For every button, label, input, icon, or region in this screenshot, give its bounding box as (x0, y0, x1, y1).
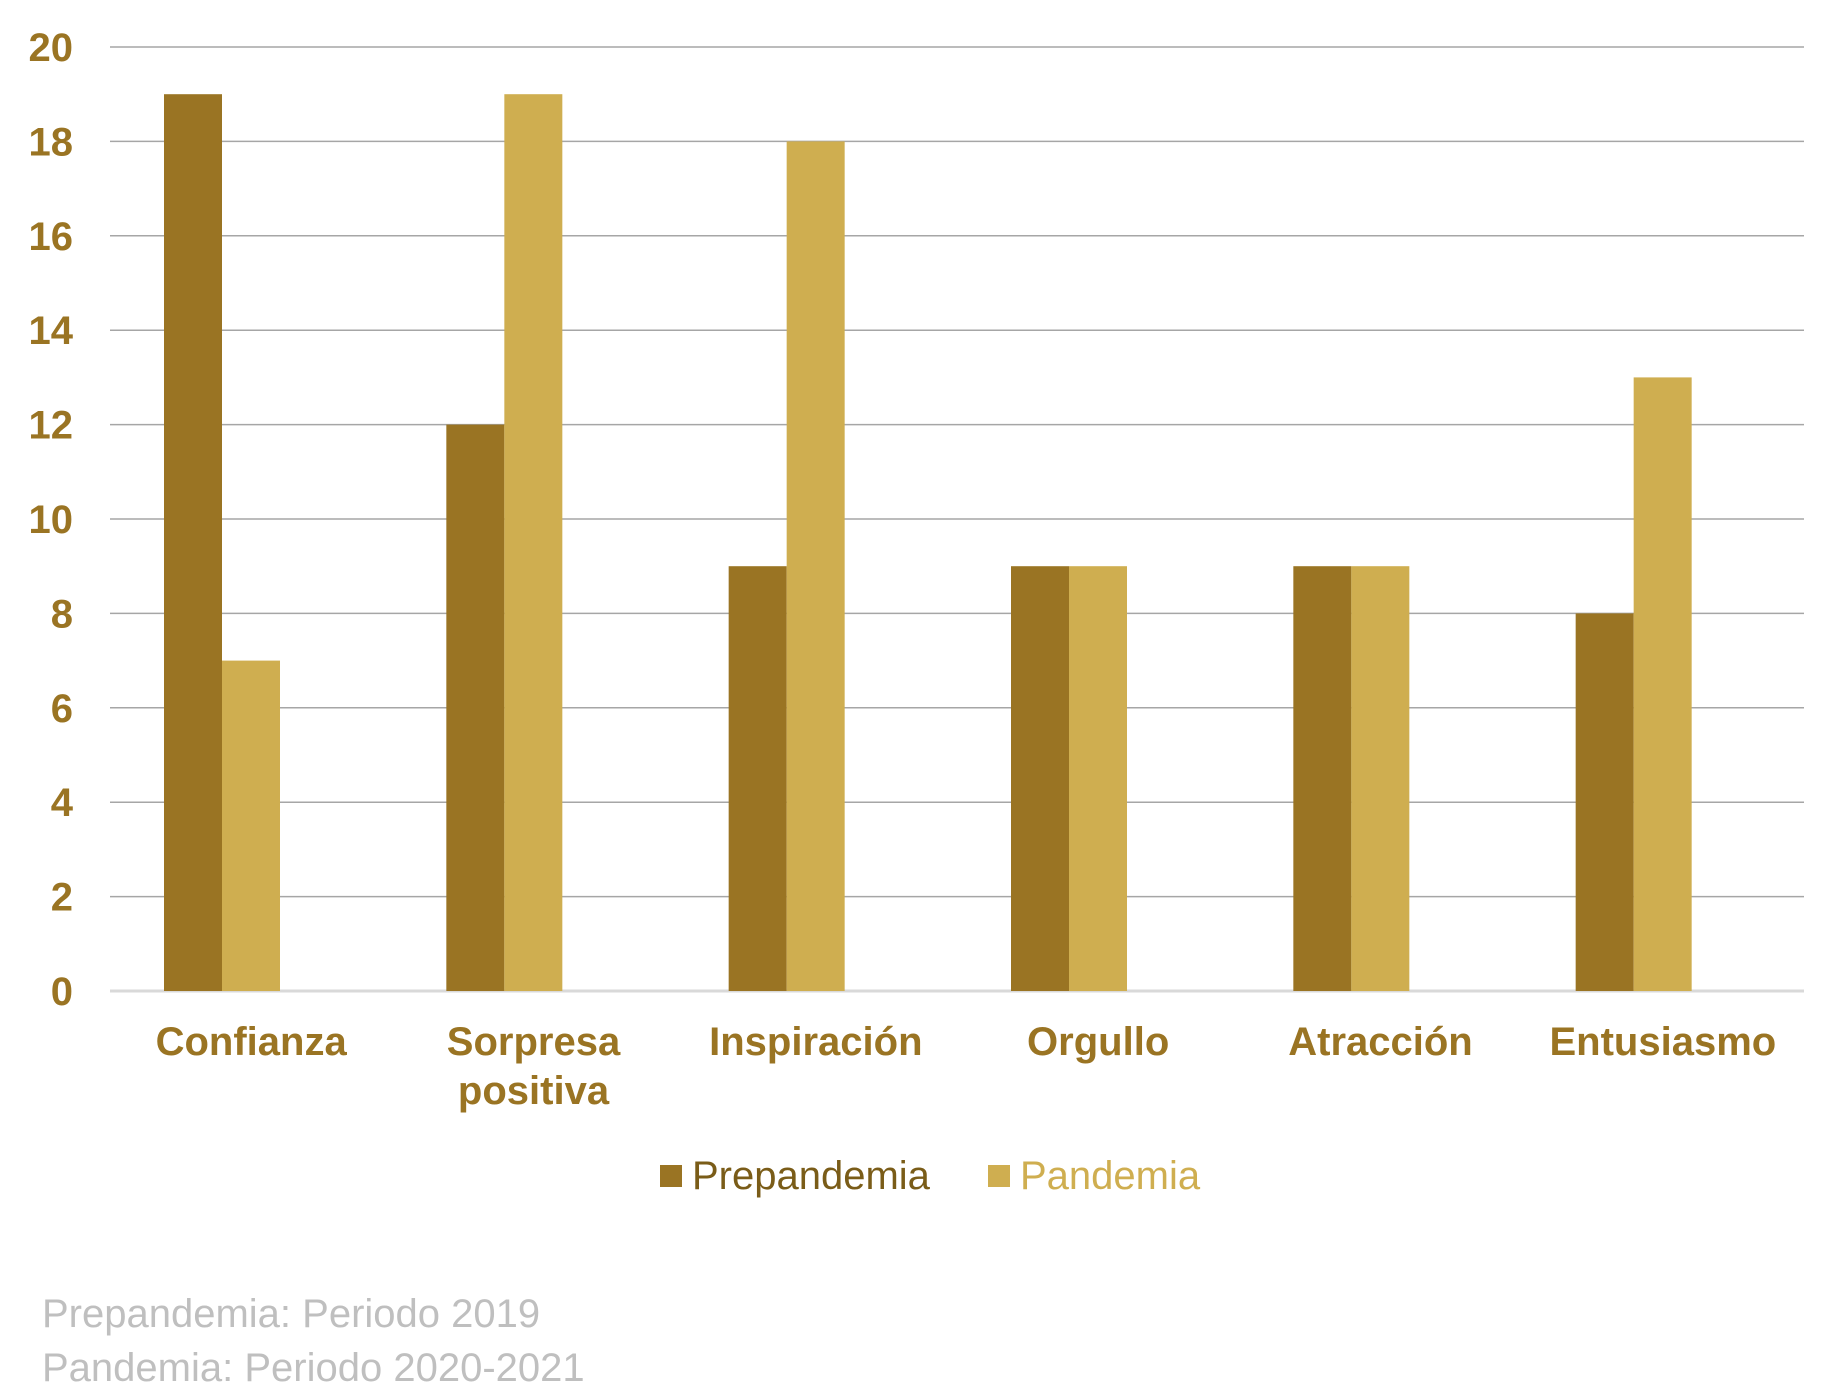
x-category-label-line: Confianza (156, 1020, 348, 1064)
y-tick-label-10: 10 (29, 498, 74, 542)
x-category-label-line: Atracción (1288, 1020, 1473, 1064)
bar-prepandemia-3 (1011, 566, 1069, 991)
y-tick-label-12: 12 (29, 404, 74, 448)
legend-label-pandemia: Pandemia (1020, 1154, 1201, 1198)
y-tick-label-14: 14 (29, 309, 74, 353)
y-tick-label-0: 0 (51, 970, 73, 1014)
x-category-label-line: Entusiasmo (1549, 1020, 1776, 1064)
x-axis-category-labels: Confianza Sorpresa positiva Inspiración Orgu… (156, 1020, 1777, 1113)
bar-pandemia-5 (1633, 377, 1692, 991)
bar-pandemia-1 (504, 94, 563, 991)
legend-label-prepandemia: Prepandemia (692, 1154, 931, 1198)
y-tick-label-4: 4 (51, 781, 74, 825)
x-category-label-line: Inspiración (709, 1020, 922, 1064)
y-axis-tick-labels: 0 2 4 6 8 10 12 14 16 18 20 (29, 26, 74, 1014)
bar-prepandemia-4 (1293, 566, 1352, 991)
x-category-label-line: Orgullo (1027, 1020, 1169, 1064)
bar-pandemia-2 (786, 141, 845, 991)
legend: Prepandemia Pandemia (660, 1154, 1201, 1198)
y-tick-label-6: 6 (51, 687, 73, 731)
x-category-label-4: Atracción (1288, 1020, 1473, 1064)
x-category-label-line: Sorpresa (447, 1020, 621, 1064)
bar-prepandemia-5 (1575, 613, 1634, 991)
x-category-label-line: positiva (458, 1069, 610, 1113)
footnote-pandemia: Pandemia: Periodo 2020-2021 (42, 1346, 585, 1390)
y-tick-label-18: 18 (29, 120, 74, 164)
y-tick-label-2: 2 (51, 876, 73, 920)
bar-pandemia-0 (222, 660, 280, 991)
y-tick-label-8: 8 (51, 592, 73, 636)
y-tick-label-16: 16 (29, 215, 74, 259)
x-category-label-5: Entusiasmo (1549, 1020, 1776, 1064)
bar-pandemia-3 (1069, 566, 1127, 991)
x-category-label-0: Confianza (156, 1020, 348, 1064)
footnote-prepandemia: Prepandemia: Periodo 2019 (42, 1292, 541, 1336)
bar-prepandemia-1 (446, 424, 505, 992)
gridlines (110, 46, 1804, 993)
bar-prepandemia-2 (728, 566, 787, 991)
legend-swatch-pandemia (988, 1165, 1010, 1187)
bars (164, 94, 1692, 992)
bar-prepandemia-0 (164, 94, 222, 991)
y-tick-label-20: 20 (29, 26, 74, 70)
x-category-label-3: Orgullo (1027, 1020, 1169, 1064)
legend-swatch-prepandemia (660, 1165, 682, 1187)
bar-pandemia-4 (1351, 566, 1410, 991)
x-category-label-1: Sorpresa positiva (447, 1020, 621, 1113)
x-category-label-2: Inspiración (709, 1020, 922, 1064)
